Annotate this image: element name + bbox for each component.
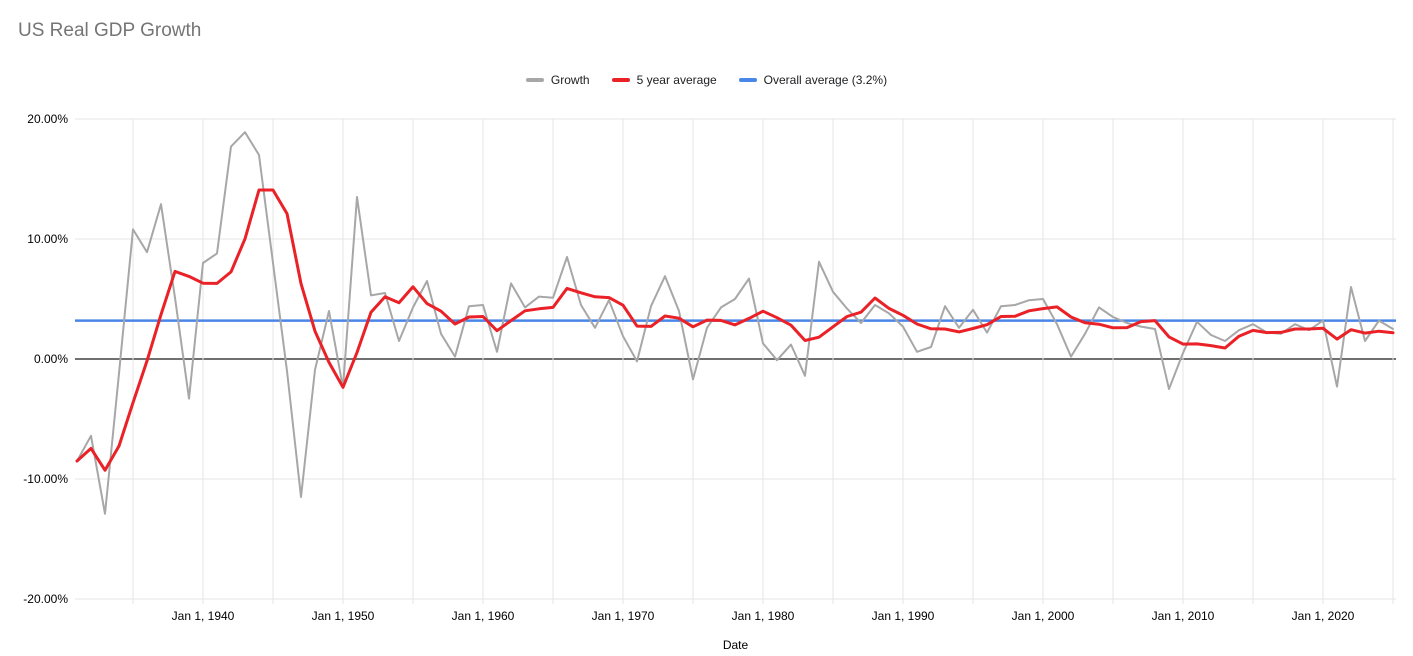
x-axis-title: Date <box>722 638 749 652</box>
x-tick-label: Jan 1, 2020 <box>1292 609 1355 623</box>
legend-item: Overall average (3.2%) <box>738 73 888 87</box>
x-tick-label: Jan 1, 2000 <box>1012 609 1075 623</box>
legend-swatch-icon <box>738 78 757 82</box>
legend-swatch-icon <box>525 78 544 82</box>
legend-item: 5 year average <box>611 73 717 87</box>
legend-label: 5 year average <box>636 73 717 87</box>
legend-label: Overall average (3.2%) <box>763 73 888 87</box>
x-tick-label: Jan 1, 1960 <box>452 609 515 623</box>
x-tick-label: Jan 1, 1950 <box>312 609 375 623</box>
x-tick-label: Jan 1, 1990 <box>872 609 935 623</box>
x-tick-label: Jan 1, 1980 <box>732 609 795 623</box>
x-tick-label: Jan 1, 1970 <box>592 609 655 623</box>
x-tick-label: Jan 1, 2010 <box>1152 609 1215 623</box>
y-tick-label: 20.00% <box>27 112 68 126</box>
legend-swatch-icon <box>611 78 630 82</box>
legend-label: Growth <box>550 73 590 87</box>
growth-line <box>76 131 1394 515</box>
five-year-average-line <box>75 188 1395 472</box>
chart-title: US Real GDP Growth <box>18 20 202 41</box>
y-tick-label: -20.00% <box>23 592 68 606</box>
y-tick-label: 10.00% <box>27 232 68 246</box>
y-tick-label: 0.00% <box>34 352 68 366</box>
chart-legend: Growth 5 year average Overall average (3.2… <box>0 73 1413 87</box>
y-tick-label: -10.00% <box>23 472 68 486</box>
x-tick-label: Jan 1, 1940 <box>172 609 235 623</box>
legend-item: Growth <box>525 73 590 87</box>
